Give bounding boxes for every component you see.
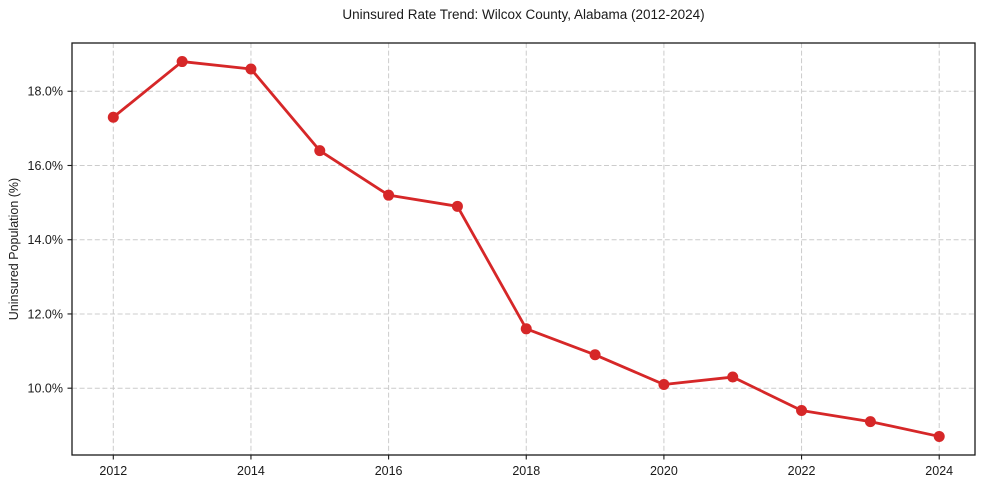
- y-tick-label: 12.0%: [28, 307, 63, 321]
- data-point-2013: [176, 56, 188, 68]
- plot-border: [71, 42, 976, 456]
- chart-title: Uninsured Rate Trend: Wilcox County, Ala…: [342, 7, 705, 22]
- x-tick-label: 2018: [512, 464, 540, 478]
- x-tick-label: 2012: [99, 464, 127, 478]
- data-points: [107, 56, 945, 442]
- y-tick-label: 10.0%: [28, 381, 63, 395]
- x-tick-label: 2022: [788, 464, 816, 478]
- y-tick-label: 14.0%: [28, 233, 63, 247]
- data-point-2024: [933, 430, 945, 442]
- data-point-2022: [796, 404, 808, 416]
- data-point-2012: [107, 111, 119, 123]
- x-tick-label: 2024: [925, 464, 953, 478]
- data-point-2023: [864, 416, 876, 428]
- data-point-2019: [589, 349, 601, 361]
- data-point-2015: [314, 145, 326, 157]
- y-tick-label: 16.0%: [28, 159, 63, 173]
- x-tick-label: 2020: [650, 464, 678, 478]
- data-point-2020: [658, 378, 670, 390]
- y-tick-label: 18.0%: [28, 85, 63, 99]
- y-axis: 10.0% 12.0% 14.0% 16.0% 18.0%: [28, 85, 72, 395]
- x-axis: 2012 2014 2016 2018 2020 2022 2024: [99, 455, 953, 478]
- data-point-2014: [245, 63, 257, 75]
- x-tick-label: 2016: [375, 464, 403, 478]
- data-point-2018: [520, 323, 532, 335]
- data-point-2021: [727, 371, 739, 383]
- x-tick-label: 2014: [237, 464, 265, 478]
- data-point-2017: [451, 200, 463, 212]
- grid-lines: [72, 43, 975, 455]
- data-point-2016: [383, 189, 395, 201]
